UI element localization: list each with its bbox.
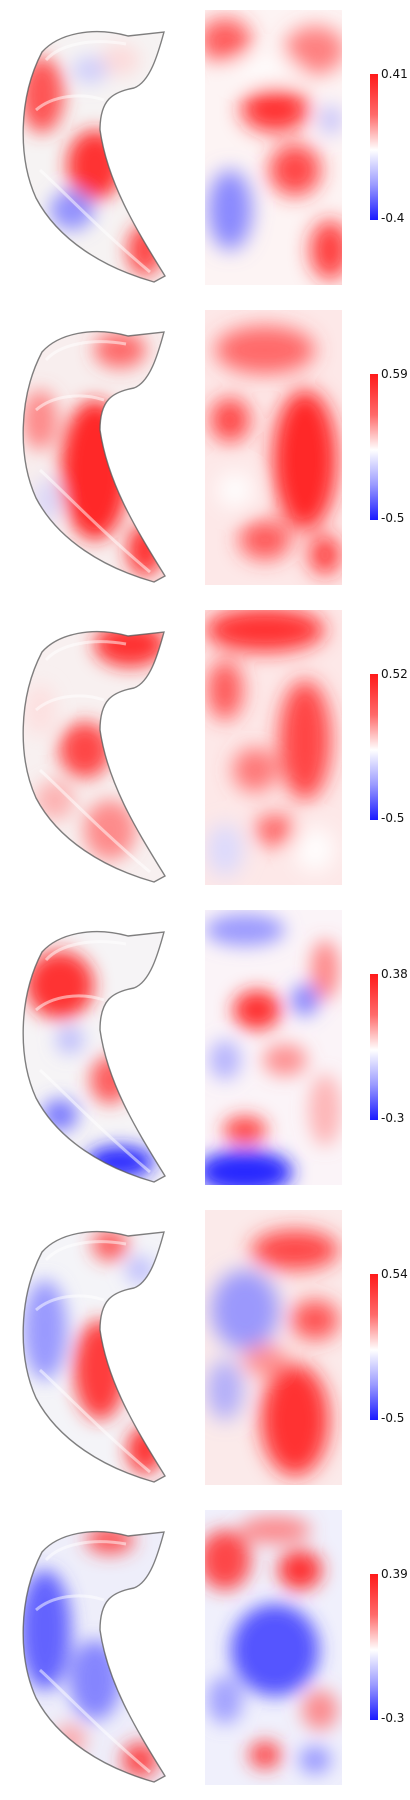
flatmap-rectangle <box>205 610 342 885</box>
flatmap-rectangle <box>205 1510 342 1785</box>
colorbar <box>370 1274 378 1420</box>
colorbar <box>370 974 378 1120</box>
panel-4: 0.38 -0.3 <box>0 900 410 1200</box>
colorbar-max-label: 0.39 <box>381 1568 408 1580</box>
hippocampus-surface-map <box>0 1500 180 1800</box>
colorbar-max-label: 0.41 <box>381 68 408 80</box>
colorbar <box>370 374 378 520</box>
panel-3: 0.52 -0.5 <box>0 600 410 900</box>
panel-2: 0.59 -0.5 <box>0 300 410 600</box>
hippocampus-surface-map <box>0 0 180 300</box>
colorbar <box>370 674 378 820</box>
colorbar-min-label: -0.5 <box>381 812 404 824</box>
panel-1: 0.41 -0.4 <box>0 0 410 300</box>
colorbar-max-label: 0.59 <box>381 368 408 380</box>
colorbar-max-label: 0.38 <box>381 968 408 980</box>
colorbar-max-label: 0.52 <box>381 668 408 680</box>
hippocampus-surface-map <box>0 600 180 900</box>
panel-6: 0.39 -0.3 <box>0 1500 410 1800</box>
colorbar <box>370 74 378 220</box>
colorbar <box>370 1574 378 1720</box>
colorbar-max-label: 0.54 <box>381 1268 408 1280</box>
flatmap-rectangle <box>205 1210 342 1485</box>
flatmap-rectangle <box>205 310 342 585</box>
hippocampus-surface-map <box>0 300 180 600</box>
flatmap-rectangle <box>205 10 342 285</box>
hippocampus-surface-map <box>0 1200 180 1500</box>
flatmap-rectangle <box>205 910 342 1185</box>
panel-5: 0.54 -0.5 <box>0 1200 410 1500</box>
colorbar-min-label: -0.5 <box>381 512 404 524</box>
colorbar-min-label: -0.5 <box>381 1412 404 1424</box>
colorbar-min-label: -0.4 <box>381 212 404 224</box>
colorbar-min-label: -0.3 <box>381 1712 404 1724</box>
hippocampus-surface-map <box>0 900 180 1200</box>
colorbar-min-label: -0.3 <box>381 1112 404 1124</box>
